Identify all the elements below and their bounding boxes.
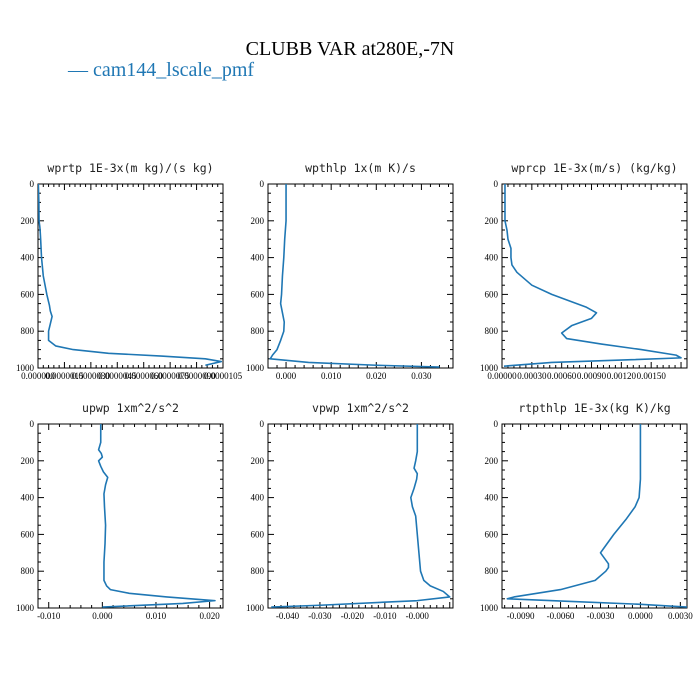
y-tick-label: 0 xyxy=(30,179,35,189)
series-line xyxy=(38,184,223,367)
x-tick-label: 0.000 xyxy=(92,611,113,621)
x-tick-label: 0.00090 xyxy=(577,371,607,381)
y-tick-label: 1000 xyxy=(16,603,35,613)
panel-4: upwp 1xm^2/s^2 0 200 400 600 800 1000-0.010 0.0… xyxy=(16,401,224,621)
y-tick-label: 1000 xyxy=(480,363,499,373)
panel-2: wpthlp 1x(m K)/s 0 200 400 600 800 1000 0.000 0.… xyxy=(246,161,454,381)
y-tick-label: 600 xyxy=(485,289,499,299)
y-tick-label: 1000 xyxy=(480,603,499,613)
y-tick-label: 0 xyxy=(494,179,499,189)
x-tick-label: -0.000 xyxy=(406,611,430,621)
y-tick-label: 400 xyxy=(251,493,265,503)
y-tick-label: 600 xyxy=(21,529,35,539)
y-tick-label: 600 xyxy=(251,289,265,299)
x-tick-label: 0.0000045 xyxy=(98,371,137,381)
y-tick-label: 1000 xyxy=(246,603,265,613)
panel-title: upwp 1xm^2/s^2 xyxy=(82,401,179,415)
y-tick-label: 1000 xyxy=(16,363,35,373)
panel-5: vpwp 1xm^2/s^2 0 200 400 600 800 1000 -0.040 -0.… xyxy=(246,401,454,621)
panel-title: wprtp 1E-3x(m kg)/(s kg) xyxy=(47,161,213,175)
y-tick-label: 800 xyxy=(485,566,499,576)
panels: wprtp 1E-3x(m kg)/(s kg) 0 200 400 600 800 100… xyxy=(16,161,693,621)
y-tick-label: 0 xyxy=(260,179,265,189)
x-tick-label: 0.00150 xyxy=(637,371,667,381)
x-tick-label: -0.020 xyxy=(341,611,365,621)
x-tick-label: 0.00060 xyxy=(547,371,577,381)
x-tick-label: -0.010 xyxy=(373,611,397,621)
y-tick-label: 200 xyxy=(21,216,35,226)
x-tick-label: 0.0000060 xyxy=(125,371,164,381)
panel-3: wprcp 1E-3x(m/s) (kg/kg) 0 200 400 600 800 100… xyxy=(480,161,688,381)
plot-frame xyxy=(501,183,688,369)
y-tick-label: 800 xyxy=(485,326,499,336)
x-tick-label: -0.010 xyxy=(37,611,61,621)
x-tick-label: 0.010 xyxy=(146,611,167,621)
legend: — cam144_lscale_pmf xyxy=(67,59,254,81)
x-tick-label: 0.0000090 xyxy=(177,371,216,381)
x-tick-label: 0.00120 xyxy=(607,371,637,381)
x-tick-label: 0.000000 xyxy=(21,371,55,381)
y-tick-label: 200 xyxy=(251,456,265,466)
x-tick-label: -0.030 xyxy=(308,611,332,621)
x-tick-label: 0.0000075 xyxy=(151,371,190,381)
x-tick-label: 0.00030 xyxy=(517,371,547,381)
x-tick-label: 0.000 xyxy=(276,371,297,381)
plot-frame xyxy=(37,423,224,609)
y-tick-label: 600 xyxy=(21,289,35,299)
panel-title: wprcp 1E-3x(m/s) (kg/kg) xyxy=(511,161,677,175)
figure-title: CLUBB VAR at280E,-7N xyxy=(246,38,455,60)
series-line xyxy=(503,184,682,367)
series-line xyxy=(269,184,440,368)
series-line xyxy=(271,424,451,608)
x-tick-label: 0.030 xyxy=(411,371,432,381)
y-tick-label: 200 xyxy=(251,216,265,226)
x-tick-label: 0.00000 xyxy=(487,371,517,381)
y-tick-label: 0 xyxy=(260,419,265,429)
y-tick-label: 200 xyxy=(485,216,499,226)
x-tick-label: -0.0090 xyxy=(507,611,535,621)
x-tick-label: 0.0000030 xyxy=(72,371,111,381)
y-tick-label: 400 xyxy=(21,253,35,263)
x-tick-label: 0.0000105 xyxy=(204,371,243,381)
y-tick-label: 400 xyxy=(485,253,499,263)
x-tick-label: 0.0000 xyxy=(628,611,653,621)
y-tick-label: 1000 xyxy=(246,363,265,373)
x-tick-label: -0.040 xyxy=(276,611,300,621)
x-tick-label: 0.010 xyxy=(321,371,342,381)
legend-label: cam144_lscale_pmf xyxy=(93,59,254,81)
panel-title: rtpthlp 1E-3x(kg K)/kg xyxy=(518,401,670,415)
y-tick-label: 800 xyxy=(21,566,35,576)
y-tick-label: 200 xyxy=(21,456,35,466)
x-tick-label: 0.020 xyxy=(199,611,220,621)
y-tick-label: 200 xyxy=(485,456,499,466)
x-tick-label: 0.0000015 xyxy=(45,371,84,381)
series-line xyxy=(506,424,687,608)
panel-title: wpthlp 1x(m K)/s xyxy=(305,161,416,175)
y-tick-label: 800 xyxy=(251,326,265,336)
panel-title: vpwp 1xm^2/s^2 xyxy=(312,401,409,415)
y-tick-label: 0 xyxy=(494,419,499,429)
series-line xyxy=(97,424,216,608)
y-tick-label: 400 xyxy=(485,493,499,503)
y-tick-label: 400 xyxy=(251,253,265,263)
x-tick-label: 0.020 xyxy=(366,371,387,381)
x-tick-label: 0.0030 xyxy=(668,611,693,621)
x-tick-label: -0.0030 xyxy=(587,611,615,621)
y-tick-label: 800 xyxy=(251,566,265,576)
y-tick-label: 800 xyxy=(21,326,35,336)
x-tick-label: -0.0060 xyxy=(547,611,575,621)
y-tick-label: 600 xyxy=(485,529,499,539)
plot-frame xyxy=(267,183,454,369)
plot-frame xyxy=(37,183,224,369)
y-tick-label: 400 xyxy=(21,493,35,503)
panel-1: wprtp 1E-3x(m kg)/(s kg) 0 200 400 600 800 100… xyxy=(16,161,243,381)
y-tick-label: 600 xyxy=(251,529,265,539)
panel-6: rtpthlp 1E-3x(kg K)/kg02004006008001000-… xyxy=(480,401,693,621)
plot-frame xyxy=(267,423,454,609)
y-tick-label: 0 xyxy=(30,419,35,429)
legend-entry: — cam144_lscale_pmf xyxy=(67,59,254,81)
